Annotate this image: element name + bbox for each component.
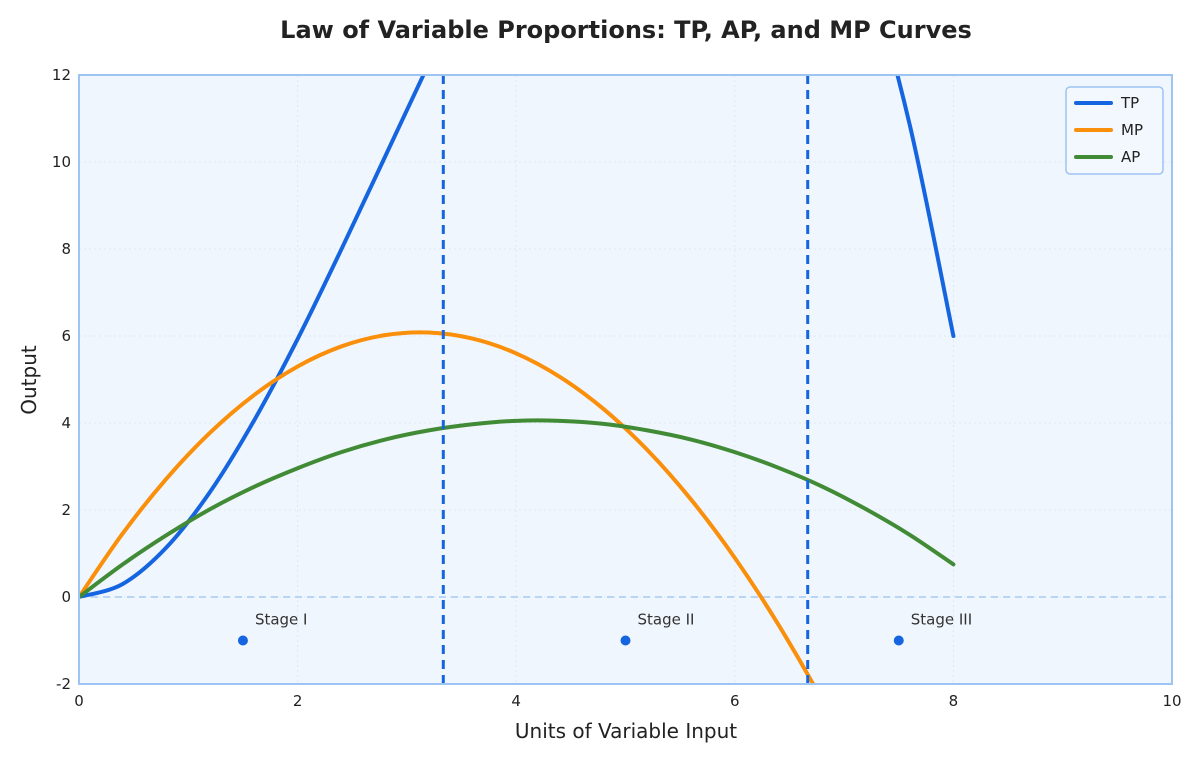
series-clip-group bbox=[79, 75, 956, 684]
stage-label: Stage II bbox=[638, 611, 695, 629]
series-layer bbox=[79, 75, 956, 684]
y-tick-label: 4 bbox=[61, 414, 71, 432]
y-tick-label: 6 bbox=[61, 327, 71, 345]
plot-border bbox=[78, 74, 1173, 685]
stage-marker bbox=[237, 635, 248, 646]
y-tick-label: 12 bbox=[52, 66, 71, 84]
y-tick-label: 0 bbox=[61, 588, 71, 606]
y-axis-label: Output bbox=[17, 345, 41, 415]
legend: TP MP AP bbox=[1065, 86, 1164, 175]
series-line-ap bbox=[79, 418, 956, 599]
stage-label: Stage III bbox=[911, 611, 972, 629]
y-tick-label: -2 bbox=[56, 675, 71, 693]
x-tick-label: 4 bbox=[511, 692, 521, 710]
plot-area bbox=[79, 75, 1172, 684]
legend-label-tp: TP bbox=[1120, 94, 1139, 112]
y-tick-label: 2 bbox=[61, 501, 71, 519]
x-axis-label: Units of Variable Input bbox=[515, 719, 737, 743]
x-tick-label: 0 bbox=[74, 692, 84, 710]
stage-label: Stage I bbox=[255, 611, 308, 629]
chart-title: Law of Variable Proportions: TP, AP, and… bbox=[280, 16, 972, 44]
x-tick-label: 2 bbox=[293, 692, 303, 710]
series-line-tp bbox=[79, 75, 956, 599]
legend-label-ap: AP bbox=[1121, 148, 1140, 166]
legend-box bbox=[1065, 86, 1164, 175]
annotations-layer: Stage I Stage II Stage III bbox=[237, 611, 972, 646]
x-tick-label: 10 bbox=[1162, 692, 1181, 710]
legend-label-mp: MP bbox=[1121, 121, 1143, 139]
series-line-mp bbox=[79, 330, 816, 684]
y-tick-label: 8 bbox=[61, 240, 71, 258]
reference-lines-layer bbox=[441, 75, 810, 684]
x-tick-label: 8 bbox=[949, 692, 959, 710]
stage-marker bbox=[620, 635, 631, 646]
y-tick-label: 10 bbox=[52, 153, 71, 171]
x-tick-label: 6 bbox=[730, 692, 740, 710]
stage-marker bbox=[893, 635, 904, 646]
